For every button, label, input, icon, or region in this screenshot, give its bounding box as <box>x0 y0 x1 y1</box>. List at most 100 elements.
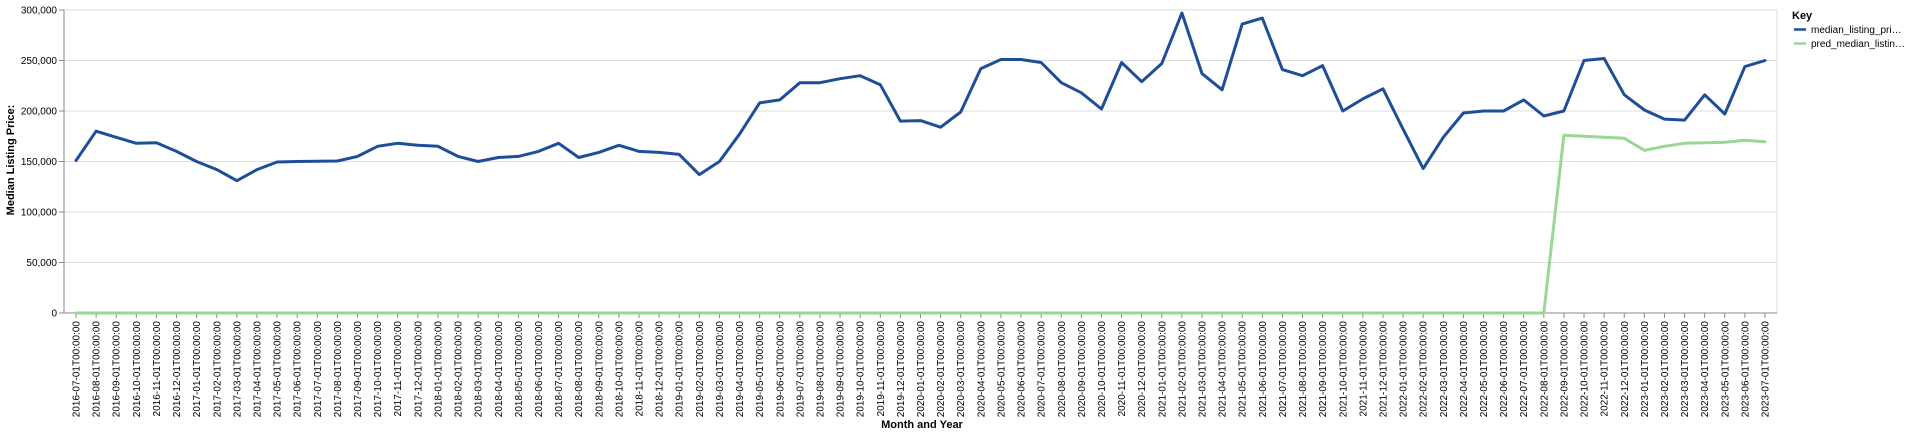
x-tick-label: 2021-09-01T00:00:00 <box>1318 321 1329 418</box>
x-tick-label: 2017-10-01T00:00:00 <box>373 321 384 418</box>
x-tick-label: 2017-11-01T00:00:00 <box>393 321 404 417</box>
x-tick-label: 2019-10-01T00:00:00 <box>856 321 867 418</box>
x-tick-label: 2017-09-01T00:00:00 <box>353 321 364 418</box>
x-tick-label: 2021-06-01T00:00:00 <box>1258 321 1269 418</box>
x-tick-label: 2016-07-01T00:00:00 <box>72 321 83 418</box>
x-tick-label: 2021-10-01T00:00:00 <box>1338 321 1349 418</box>
y-tick-label: 150,000 <box>21 157 58 168</box>
x-axis-title: Month and Year <box>881 419 963 431</box>
x-tick-label: 2020-08-01T00:00:00 <box>1057 321 1068 418</box>
x-tick-label: 2019-12-01T00:00:00 <box>896 321 907 418</box>
y-tick-label: 300,000 <box>21 6 58 17</box>
x-tick-label: 2020-05-01T00:00:00 <box>996 321 1007 418</box>
x-tick-label: 2018-11-01T00:00:00 <box>635 321 646 417</box>
x-tick-label: 2018-05-01T00:00:00 <box>514 321 525 418</box>
x-tick-label: 2022-10-01T00:00:00 <box>1580 321 1591 418</box>
x-tick-label: 2019-04-01T00:00:00 <box>735 321 746 418</box>
x-tick-label: 2022-09-01T00:00:00 <box>1559 321 1570 418</box>
x-tick-label: 2019-02-01T00:00:00 <box>695 321 706 418</box>
x-tick-label: 2019-11-01T00:00:00 <box>876 321 887 417</box>
x-tick-label: 2018-08-01T00:00:00 <box>574 321 585 418</box>
x-tick-label: 2022-02-01T00:00:00 <box>1419 321 1430 418</box>
axes: 0 50,000 100,000 150,000 200,000 250,000 300,0… <box>21 6 1777 418</box>
x-tick-label: 2018-07-01T00:00:00 <box>554 321 565 418</box>
y-tick-label: 100,000 <box>21 208 58 219</box>
x-tick-label: 2022-04-01T00:00:00 <box>1459 321 1470 418</box>
legend: Key median_listing_pri… pred_median_listi… <box>1792 10 1905 50</box>
x-tick-label: 2017-08-01T00:00:00 <box>333 321 344 418</box>
x-tick-label: 2021-02-01T00:00:00 <box>1177 321 1188 418</box>
x-tick-label: 2020-12-01T00:00:00 <box>1137 321 1148 418</box>
x-tick-label: 2022-03-01T00:00:00 <box>1439 321 1450 418</box>
series-layer <box>74 11 1767 315</box>
x-tick-label: 2019-03-01T00:00:00 <box>715 321 726 418</box>
x-tick-label: 2023-04-01T00:00:00 <box>1700 321 1711 418</box>
x-tick-label: 2020-06-01T00:00:00 <box>1017 321 1028 418</box>
x-tick-label: 2021-07-01T00:00:00 <box>1278 321 1289 418</box>
x-tick-label: 2018-03-01T00:00:00 <box>474 321 485 418</box>
x-tick-label: 2022-08-01T00:00:00 <box>1539 321 1550 418</box>
x-tick-label: 2017-06-01T00:00:00 <box>293 321 304 418</box>
x-tick-label: 2019-09-01T00:00:00 <box>836 321 847 418</box>
y-tick-label: 0 <box>51 309 57 320</box>
x-tick-label: 2017-12-01T00:00:00 <box>413 321 424 418</box>
x-tick-label: 2018-02-01T00:00:00 <box>454 321 465 418</box>
x-tick-label: 2018-10-01T00:00:00 <box>614 321 625 418</box>
y-tick-label: 250,000 <box>21 56 58 67</box>
x-tick-label: 2021-01-01T00:00:00 <box>1157 321 1168 418</box>
x-tick-label: 2020-10-01T00:00:00 <box>1097 321 1108 418</box>
x-tick-label: 2019-07-01T00:00:00 <box>795 321 806 418</box>
x-tick-label: 2018-01-01T00:00:00 <box>433 321 444 418</box>
x-tick-label: 2021-05-01T00:00:00 <box>1238 321 1249 418</box>
x-tick-label: 2022-12-01T00:00:00 <box>1620 321 1631 418</box>
x-tick-label: 2017-03-01T00:00:00 <box>232 321 243 418</box>
y-axis-title: Median Listing Price: <box>5 105 17 216</box>
x-tick-label: 2023-06-01T00:00:00 <box>1740 321 1751 418</box>
x-tick-label: 2023-01-01T00:00:00 <box>1640 321 1651 418</box>
x-tick-label: 2022-07-01T00:00:00 <box>1519 321 1530 418</box>
x-tick-label: 2021-03-01T00:00:00 <box>1198 321 1209 418</box>
y-tick-label: 50,000 <box>26 258 57 269</box>
x-tick-label: 2020-09-01T00:00:00 <box>1077 321 1088 418</box>
x-tick-label: 2019-05-01T00:00:00 <box>755 321 766 418</box>
x-tick-label: 2022-11-01T00:00:00 <box>1600 321 1611 417</box>
x-tick-label: 2017-07-01T00:00:00 <box>313 321 324 418</box>
x-tick-label: 2019-08-01T00:00:00 <box>815 321 826 418</box>
x-tick-label: 2017-05-01T00:00:00 <box>273 321 284 418</box>
x-tick-label: 2022-05-01T00:00:00 <box>1479 321 1490 418</box>
x-tick-label: 2021-04-01T00:00:00 <box>1218 321 1229 418</box>
x-tick-label: 2020-03-01T00:00:00 <box>956 321 967 418</box>
x-tick-label: 2017-02-01T00:00:00 <box>212 321 223 418</box>
x-tick-label: 2021-11-01T00:00:00 <box>1358 321 1369 417</box>
x-tick-label: 2021-12-01T00:00:00 <box>1378 321 1389 418</box>
x-tick-label: 2022-01-01T00:00:00 <box>1399 321 1410 418</box>
x-tick-label: 2016-11-01T00:00:00 <box>152 321 163 417</box>
series-line <box>74 11 1767 183</box>
x-tick-label: 2023-07-01T00:00:00 <box>1761 321 1772 418</box>
x-tick-label: 2019-06-01T00:00:00 <box>775 321 786 418</box>
x-tick-label: 2018-06-01T00:00:00 <box>534 321 545 418</box>
x-tick-label: 2020-02-01T00:00:00 <box>936 321 947 418</box>
x-tick-label: 2020-11-01T00:00:00 <box>1117 321 1128 417</box>
x-tick-label: 2018-09-01T00:00:00 <box>594 321 605 418</box>
x-tick-label: 2023-02-01T00:00:00 <box>1660 321 1671 418</box>
legend-items: median_listing_pri… pred_median_listin… <box>1794 25 1905 50</box>
x-tick-label: 2023-03-01T00:00:00 <box>1680 321 1691 418</box>
x-tick-label: 2020-04-01T00:00:00 <box>976 321 987 418</box>
x-tick-label: 2017-04-01T00:00:00 <box>252 321 263 418</box>
x-tick-label: 2019-01-01T00:00:00 <box>675 321 686 418</box>
x-tick-label: 2016-08-01T00:00:00 <box>92 321 103 418</box>
legend-label: median_listing_pri… <box>1811 25 1902 36</box>
x-tick-label: 2018-12-01T00:00:00 <box>655 321 666 418</box>
x-tick-label: 2018-04-01T00:00:00 <box>494 321 505 418</box>
legend-title: Key <box>1792 10 1813 22</box>
legend-label: pred_median_listin… <box>1811 39 1905 50</box>
x-tick-label: 2016-10-01T00:00:00 <box>132 321 143 418</box>
x-tick-label: 2020-01-01T00:00:00 <box>916 321 927 418</box>
x-tick-label: 2023-05-01T00:00:00 <box>1720 321 1731 418</box>
x-tick-label: 2016-09-01T00:00:00 <box>112 321 123 418</box>
x-tick-label: 2017-01-01T00:00:00 <box>192 321 203 418</box>
y-tick-label: 200,000 <box>21 107 58 118</box>
